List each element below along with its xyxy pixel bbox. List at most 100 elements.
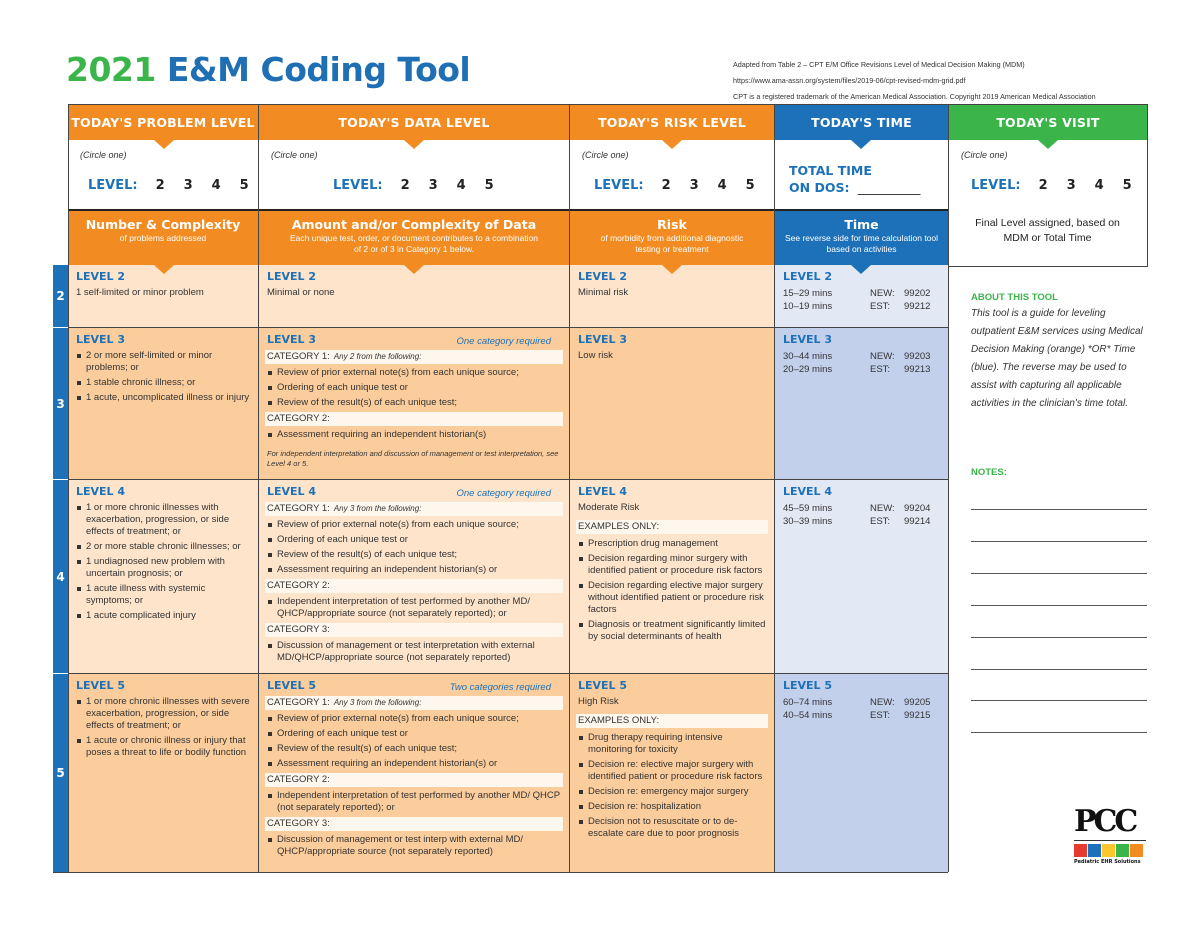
level-options: LEVEL: 2 3 4 5 [333, 178, 513, 193]
total-time-input[interactable]: __________ [857, 180, 921, 195]
minutes: 30–39 mins [783, 516, 833, 527]
logo-square [1102, 844, 1115, 857]
level-option-2[interactable]: 2 [661, 178, 671, 193]
divider [258, 104, 259, 872]
circle-note: (Circle one) [271, 150, 318, 160]
list-item: 1 acute, uncomplicated illness or injury [76, 392, 250, 404]
divider [68, 327, 948, 328]
examples-label: EXAMPLES ONLY: [576, 714, 768, 728]
examples-label: EXAMPLES ONLY: [576, 520, 768, 534]
category-3-list: Discussion of management or test interp … [267, 834, 561, 858]
cpt-code: 99205 [904, 697, 931, 708]
level-option-2[interactable]: 2 [400, 178, 410, 193]
notes-line[interactable] [971, 700, 1147, 701]
about-text: This tool is a guide for leveling outpat… [971, 308, 1143, 409]
pointer-icon [662, 140, 682, 149]
subheader-desc: See reverse side for time calculation to… [784, 233, 939, 254]
header-visit: TODAY'S VISIT [949, 104, 1147, 140]
logo-square [1116, 844, 1129, 857]
category-note: Any 3 from the following: [333, 698, 422, 707]
level-label: LEVEL: [88, 178, 138, 193]
level-heading: LEVEL 2 [76, 270, 126, 283]
level-heading: LEVEL 4 [76, 485, 126, 498]
list-item: 1 undiagnosed new problem with uncertain… [76, 556, 250, 580]
level-option-5[interactable]: 5 [1122, 178, 1132, 193]
source-citation: Adapted from Table 2 – CPT E/M Office Re… [733, 57, 1096, 105]
divider [948, 104, 949, 872]
list-item: Decision re: elective major surgery with… [578, 759, 766, 783]
row-number-5: 5 [53, 674, 68, 872]
problem-level-2: LEVEL 2 1 self-limited or minor problem [68, 265, 258, 327]
level-option-5[interactable]: 5 [745, 178, 755, 193]
visit-final-text: Final Level assigned, based on MDM or To… [975, 217, 1120, 244]
time-row-new: 60–74 mins NEW: 99205 [783, 696, 940, 709]
data-level-2: LEVEL 2 Minimal or none [259, 265, 569, 327]
time-row-new: 30–44 mins NEW: 99203 [783, 350, 940, 363]
level-option-2[interactable]: 2 [155, 178, 165, 193]
level-heading: LEVEL 3 [267, 333, 317, 346]
patient-type: NEW: [870, 351, 895, 362]
notes-line[interactable] [971, 732, 1147, 733]
logo-squares-icon [1074, 844, 1146, 857]
data-level-5: LEVEL 5 Two categories required CATEGORY… [259, 674, 569, 872]
level-option-4[interactable]: 4 [456, 178, 466, 193]
level-heading: LEVEL 2 [578, 270, 628, 283]
level-option-2[interactable]: 2 [1038, 178, 1048, 193]
notes-line[interactable] [971, 669, 1147, 670]
level-option-5[interactable]: 5 [484, 178, 494, 193]
level-option-5[interactable]: 5 [239, 178, 249, 193]
divider [68, 673, 948, 674]
pointer-icon [154, 265, 174, 274]
list-item: Review of prior external note(s) from ea… [267, 713, 561, 725]
notes-line[interactable] [971, 637, 1147, 638]
problem-list: 2 or more self-limited or minor problems… [76, 350, 250, 404]
level-option-3[interactable]: 3 [428, 178, 438, 193]
divider [53, 872, 948, 873]
level-options: LEVEL: 2 3 4 5 [971, 178, 1151, 193]
list-item: 1 or more chronic illnesses with exacerb… [76, 502, 250, 538]
level-heading: LEVEL 2 [267, 270, 317, 283]
level-option-3[interactable]: 3 [1066, 178, 1076, 193]
header-risk-level: TODAY'S RISK LEVEL [570, 104, 774, 140]
header-problem-level: TODAY'S PROBLEM LEVEL [68, 104, 258, 140]
subheader-data: Amount and/or Complexity of Data Each un… [259, 210, 569, 265]
requirement-note: One category required [456, 336, 551, 347]
category-title: CATEGORY 1: [267, 697, 330, 708]
subheader-problem: Number & Complexity of problems addresse… [68, 210, 258, 265]
level-heading: LEVEL 3 [76, 333, 126, 346]
cpt-code: 99204 [904, 503, 931, 514]
on-dos-label: ON DOS: [789, 180, 850, 195]
level-option-4[interactable]: 4 [717, 178, 727, 193]
risk-level-4: LEVEL 4 Moderate Risk EXAMPLES ONLY: Pre… [570, 480, 774, 673]
level-option-3[interactable]: 3 [689, 178, 699, 193]
category-1-list: Review of prior external note(s) from ea… [267, 519, 561, 576]
notes-line[interactable] [971, 605, 1147, 606]
level-option-4[interactable]: 4 [211, 178, 221, 193]
data-text: Minimal or none [267, 287, 335, 298]
problem-level-5: LEVEL 5 1 or more chronic illnesses with… [68, 674, 258, 872]
logo-square [1130, 844, 1143, 857]
level-heading: LEVEL 3 [783, 333, 833, 346]
data-level-4: LEVEL 4 One category required CATEGORY 1… [259, 480, 569, 673]
notes-line[interactable] [971, 509, 1147, 510]
level-option-4[interactable]: 4 [1094, 178, 1104, 193]
level-options: LEVEL: 2 3 4 5 [88, 178, 268, 193]
level-heading: LEVEL 5 [267, 679, 317, 692]
circle-note: (Circle one) [80, 150, 127, 160]
total-time-field: TOTAL TIME ON DOS: __________ [775, 140, 948, 210]
level-option-3[interactable]: 3 [183, 178, 193, 193]
cpt-code: 99215 [904, 710, 931, 721]
time-row-new: 15–29 mins NEW: 99202 [783, 287, 940, 300]
minutes: 10–19 mins [783, 301, 833, 312]
category-2-label: CATEGORY 2: [265, 773, 563, 787]
subheader-title: Time [844, 217, 879, 232]
logo-wordmark: PCC [1074, 804, 1138, 839]
notes-line[interactable] [971, 541, 1147, 542]
divider [68, 104, 1148, 105]
list-item: Decision not to resuscitate or to de-esc… [578, 816, 766, 840]
list-item: Review of the result(s) of each unique t… [267, 743, 561, 755]
row-number-3: 3 [53, 328, 68, 479]
risk-text: Moderate Risk [578, 502, 640, 513]
notes-line[interactable] [971, 573, 1147, 574]
risk-examples-list: Prescription drug management Decision re… [578, 538, 766, 643]
